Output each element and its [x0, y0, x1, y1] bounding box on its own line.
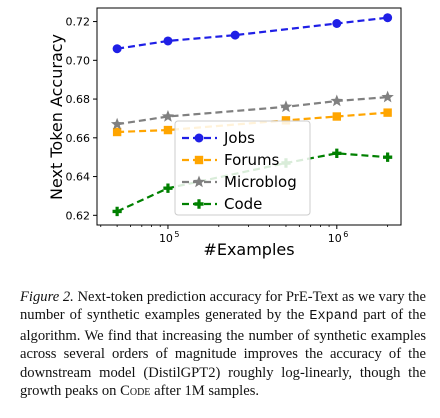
data-point-microblog	[381, 90, 394, 103]
y-tick-label: 0.72	[66, 16, 91, 29]
caption-text-2: part of the algorithm. We find that incr…	[20, 307, 426, 400]
data-point-jobs	[163, 36, 173, 46]
caption-label: Figure 2.	[20, 289, 74, 305]
y-axis: 0.62 0.64 0.66 0.68 0.70 0.72	[66, 16, 97, 222]
y-tick-label: 0.70	[66, 54, 91, 67]
data-point-code	[332, 148, 342, 159]
y-axis-label: Next Token Accuracy	[47, 34, 66, 200]
legend-label-code: Code	[224, 195, 262, 213]
x-axis: 10 5 10 6	[100, 225, 389, 245]
data-point-forums	[281, 116, 291, 125]
data-point-jobs	[230, 30, 240, 40]
x-tick-label: 10	[159, 232, 173, 245]
data-point-jobs	[332, 19, 342, 28]
data-point-microblog	[279, 100, 293, 113]
caption-text-3: after 1M samples.	[150, 383, 260, 400]
legend-marker-forums	[194, 155, 204, 165]
x-tick-exponent: 5	[174, 230, 179, 239]
legend-marker-code	[194, 199, 204, 209]
plot-frame	[96, 7, 402, 226]
y-tick-label: 0.68	[66, 93, 91, 106]
series-line-jobs	[116, 16, 388, 50]
x-tick-label: 10	[328, 232, 342, 245]
data-point-forums	[332, 112, 342, 121]
series-line-microblog	[116, 96, 388, 126]
y-tick-label: 0.62	[66, 209, 91, 222]
data-point-forums	[383, 108, 392, 117]
series-layer	[110, 13, 394, 217]
caption-text-1: Next-token prediction accuracy for PrE-T…	[20, 289, 426, 324]
legend-marker-microblog	[192, 175, 206, 188]
data-point-forums	[163, 125, 173, 135]
caption-smallcaps: Code	[120, 383, 151, 400]
legend: Jobs Forums Microblog Code	[174, 120, 311, 216]
data-point-code	[112, 206, 122, 217]
legend-marker-jobs	[194, 133, 204, 143]
x-axis-label: #Examples	[203, 240, 294, 259]
x-tick-exponent: 6	[343, 230, 348, 239]
legend-label-jobs: Jobs	[223, 129, 255, 147]
data-point-microblog	[330, 94, 343, 107]
y-tick-label: 0.66	[66, 132, 91, 145]
line-chart: 0.620.640.660.680.700.72 10 5 10 6 #Example…	[47, 7, 402, 259]
data-point-forums	[112, 127, 122, 137]
figure-caption: Figure 2. Next-token prediction accuracy…	[20, 288, 426, 400]
data-point-jobs	[383, 13, 393, 23]
data-point-code	[383, 152, 393, 162]
data-point-jobs	[112, 44, 122, 54]
data-point-microblog	[110, 117, 124, 130]
y-tick-label: 0.64	[66, 171, 91, 184]
legend-label-microblog: Microblog	[224, 173, 297, 191]
caption-code: Expand	[309, 309, 359, 325]
data-point-microblog	[161, 110, 175, 122]
legend-box	[174, 120, 311, 216]
legend-label-forums: Forums	[224, 151, 280, 169]
data-point-code	[163, 183, 173, 193]
